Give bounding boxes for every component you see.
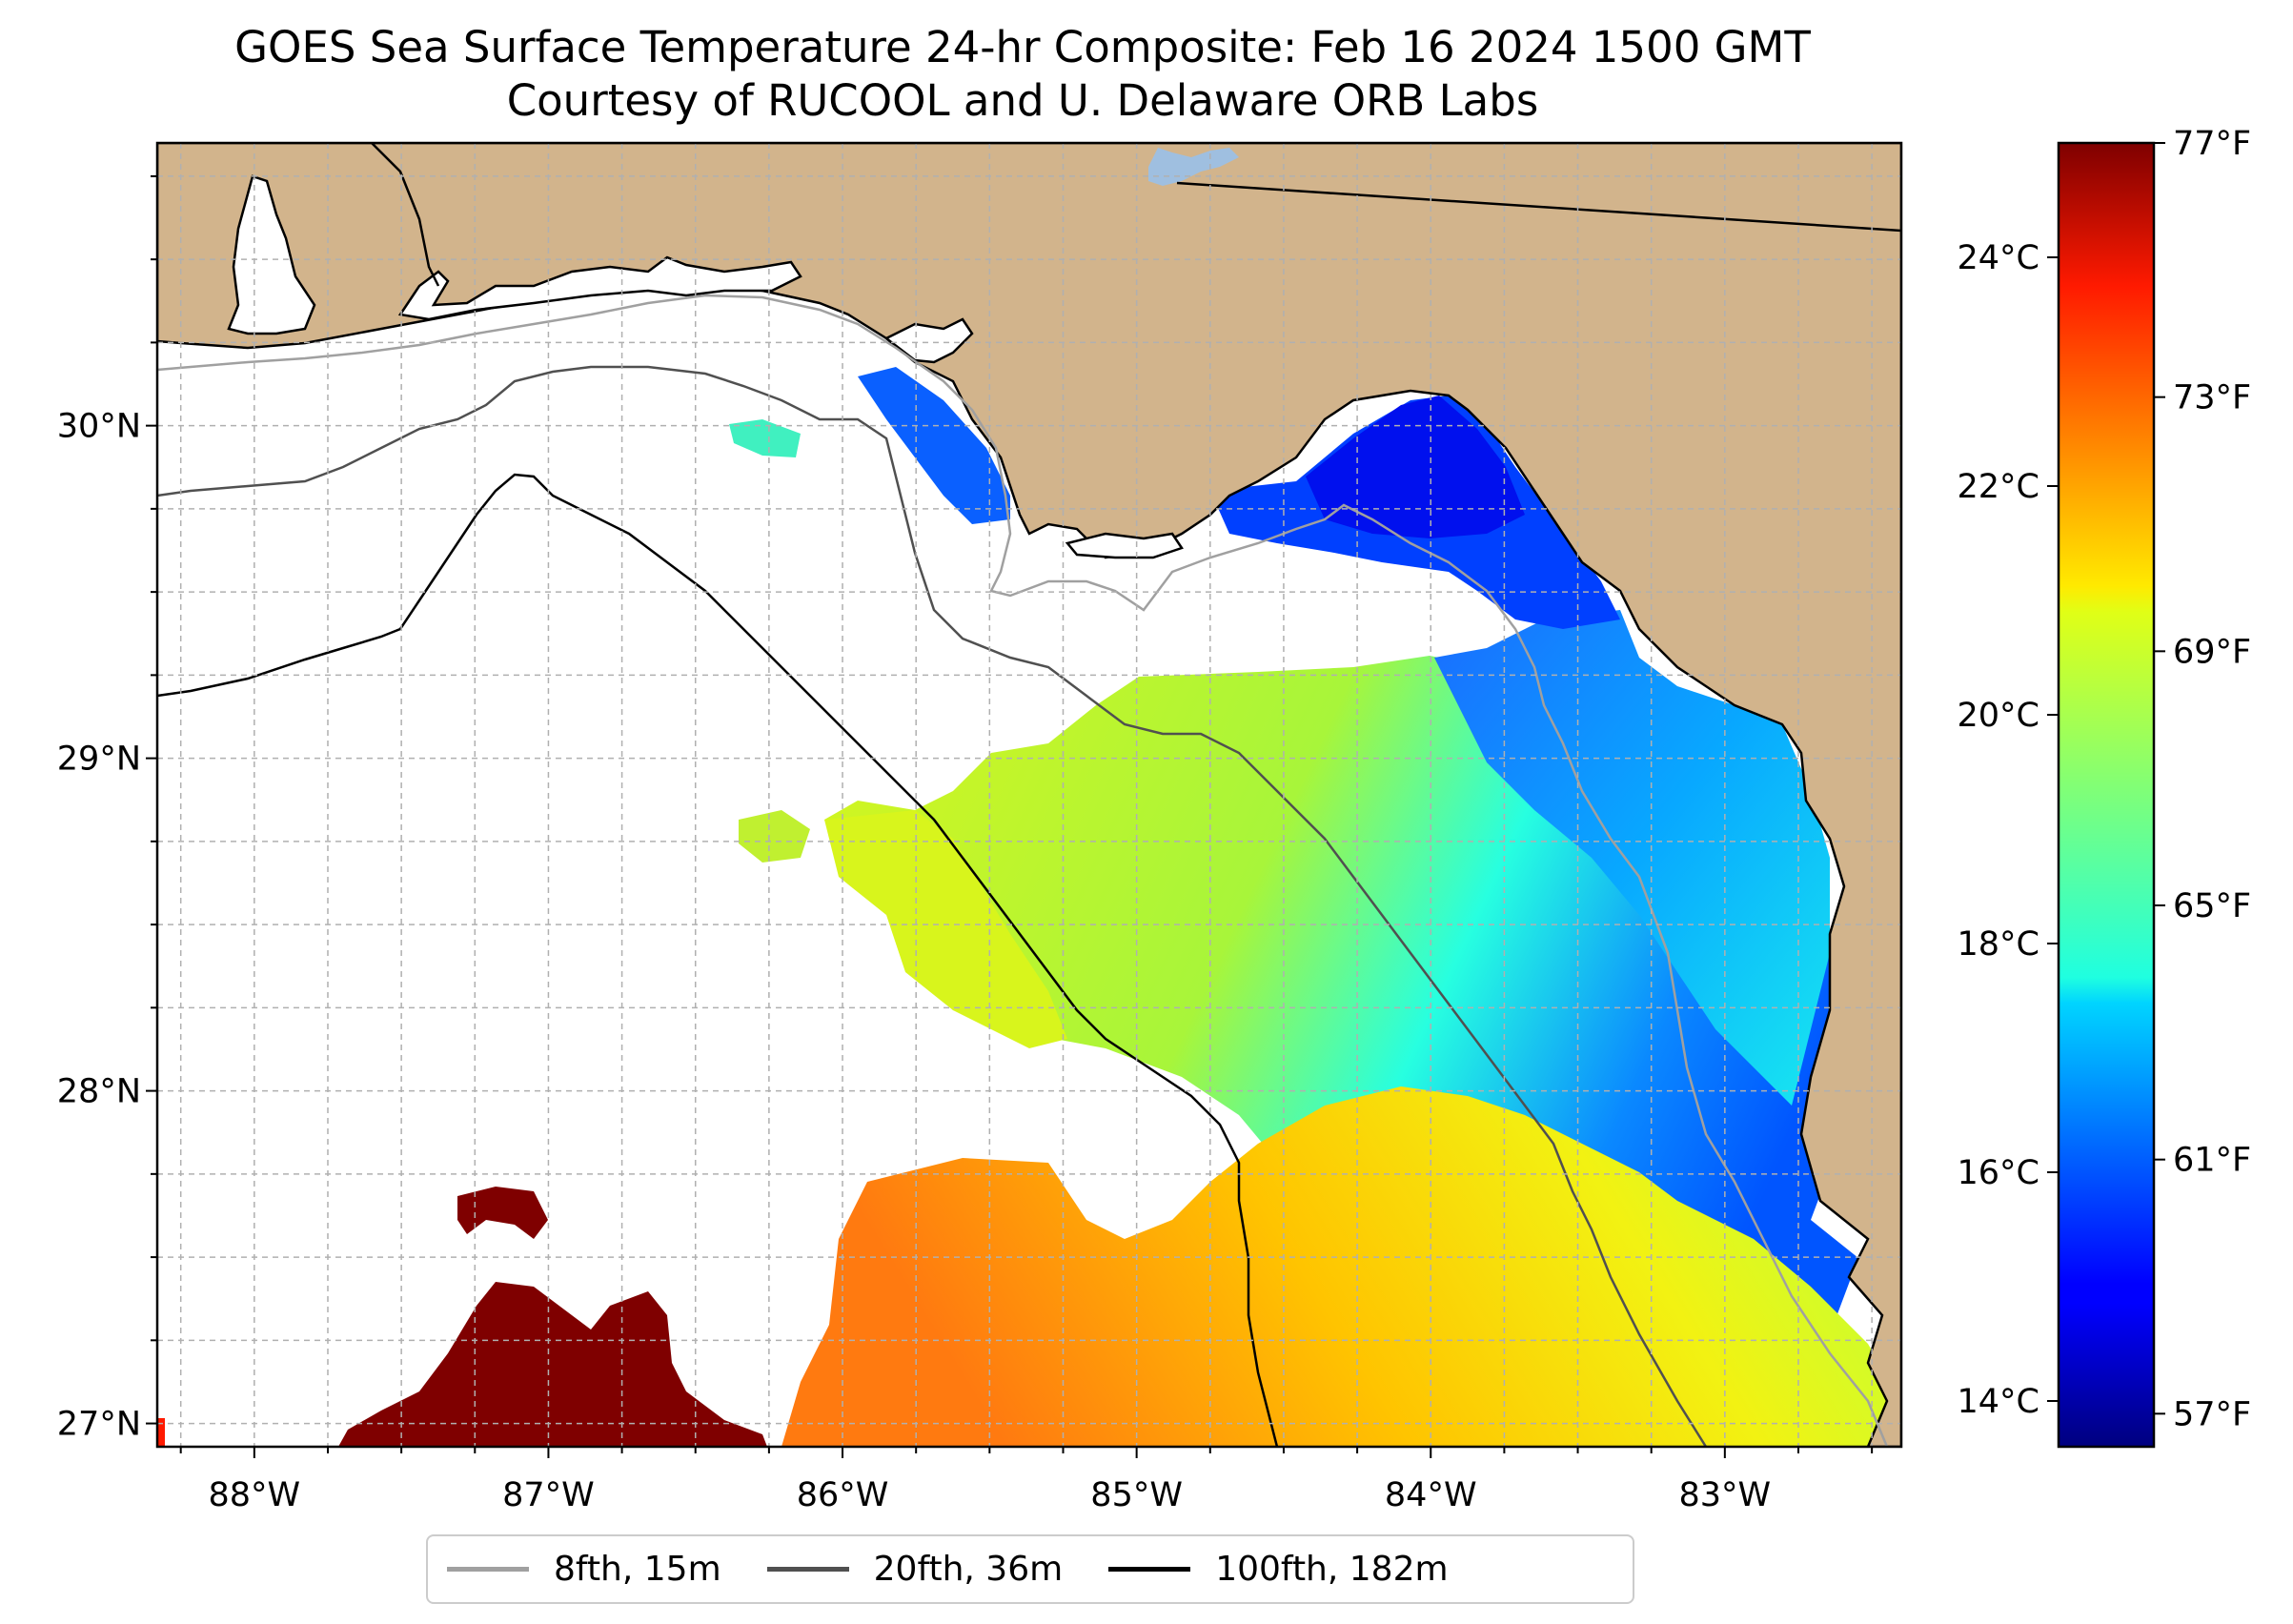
celsius-tick-label: 20°C bbox=[1958, 697, 2039, 735]
lon-tick-label: 86°W bbox=[797, 1476, 889, 1514]
sst-eastern-blue-field bbox=[1434, 610, 1830, 1106]
gridlines bbox=[157, 143, 1901, 1447]
fahrenheit-tick-label: 57°F bbox=[2173, 1395, 2251, 1433]
legend-label: 8fth, 15m bbox=[554, 1550, 721, 1589]
legend-swatch bbox=[1108, 1567, 1191, 1572]
legend-item: 100fth, 182m bbox=[1108, 1550, 1449, 1589]
sst-west-yellowgreen-field bbox=[824, 810, 1067, 1048]
fahrenheit-tick-label: 73°F bbox=[2173, 379, 2251, 417]
contour-20fth-36m bbox=[157, 365, 1708, 1447]
apalachicola-bay bbox=[1065, 532, 1184, 559]
legend-label: 100fth, 182m bbox=[1215, 1550, 1449, 1589]
longitude-axis: 88°W 87°W 86°W 85°W 84°W 83°W bbox=[179, 1447, 1874, 1514]
lat-tick-label: 27°N bbox=[57, 1406, 141, 1444]
legend-swatch bbox=[766, 1567, 849, 1572]
lake-seminole bbox=[1148, 148, 1239, 186]
plot-frame bbox=[155, 141, 1903, 1449]
celsius-tick-label: 22°C bbox=[1958, 468, 2039, 506]
fahrenheit-tick-label: 69°F bbox=[2173, 633, 2251, 671]
colorbar bbox=[2057, 141, 2156, 1449]
legend-label: 20fth, 36m bbox=[873, 1550, 1064, 1589]
state-boundary bbox=[1176, 181, 1901, 233]
celsius-tick-label: 16°C bbox=[1958, 1154, 2039, 1192]
celsius-tick-label: 24°C bbox=[1958, 239, 2039, 277]
celsius-tick-label: 14°C bbox=[1958, 1383, 2039, 1421]
sst-western-green-patch bbox=[739, 810, 810, 863]
map-subtitle: Courtesy of RUCOOL and U. Delaware ORB L… bbox=[506, 75, 1539, 126]
legend-swatch bbox=[447, 1567, 529, 1572]
celsius-tick-label: 18°C bbox=[1958, 925, 2039, 964]
state-boundary-al-fl bbox=[371, 143, 440, 287]
sst-warm-eddy-north bbox=[457, 1187, 548, 1239]
fahrenheit-tick-label: 77°F bbox=[2173, 125, 2251, 163]
lon-tick-label: 83°W bbox=[1679, 1476, 1772, 1514]
map-title: GOES Sea Surface Temperature 24-hr Compo… bbox=[234, 22, 1811, 72]
legend-item: 20fth, 36m bbox=[766, 1550, 1064, 1589]
contour-legend: 8fth, 15m 20fth, 36m 100fth, 182m bbox=[426, 1534, 1634, 1604]
lat-tick-label: 28°N bbox=[57, 1073, 141, 1111]
sst-small-cyan-patch bbox=[729, 419, 801, 457]
st-andrew-bay bbox=[883, 317, 974, 364]
sst-panhandle-blue bbox=[858, 367, 1010, 524]
colorbar-celsius-axis: 14°C 16°C 18°C 20°C 22°C 24°C bbox=[1958, 239, 2059, 1421]
pensacola-bay bbox=[397, 255, 802, 321]
lon-tick-label: 85°W bbox=[1090, 1476, 1183, 1514]
lat-tick-label: 30°N bbox=[57, 408, 141, 446]
contour-100fth-182m bbox=[157, 473, 1279, 1447]
sst-warm-eddy bbox=[338, 1282, 767, 1447]
sst-nearshore-deep-blue bbox=[1306, 396, 1525, 538]
lon-tick-label: 87°W bbox=[502, 1476, 595, 1514]
lon-tick-label: 88°W bbox=[209, 1476, 301, 1514]
lon-tick-label: 84°W bbox=[1385, 1476, 1477, 1514]
lat-tick-label: 29°N bbox=[57, 741, 141, 779]
legend-item: 8fth, 15m bbox=[447, 1550, 721, 1589]
contour-8fth-15m bbox=[157, 294, 1889, 1447]
mobile-bay bbox=[227, 174, 316, 335]
latitude-axis: 27°N 28°N 29°N 30°N bbox=[57, 174, 157, 1444]
sst-southern-warm-field bbox=[781, 1086, 1901, 1447]
sst-edge-red-pixel bbox=[157, 1418, 165, 1447]
fahrenheit-tick-label: 61°F bbox=[2173, 1142, 2251, 1180]
fahrenheit-tick-label: 65°F bbox=[2173, 887, 2251, 925]
colorbar-fahrenheit-axis: 57°F 61°F 65°F 69°F 73°F 77°F bbox=[2154, 125, 2251, 1433]
